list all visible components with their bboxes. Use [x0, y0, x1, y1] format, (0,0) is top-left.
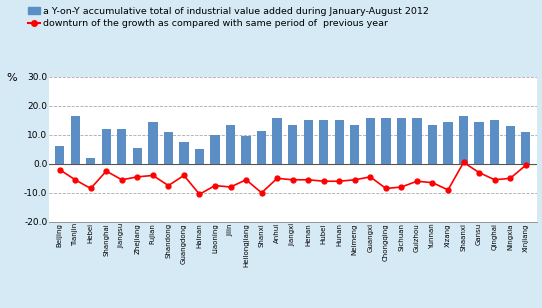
Bar [179, 142, 189, 164]
Bar [490, 120, 499, 164]
Bar [381, 118, 391, 164]
Bar [366, 118, 375, 164]
Bar [55, 147, 64, 164]
Text: %: % [7, 73, 17, 83]
Bar [443, 122, 453, 164]
Bar [164, 132, 173, 164]
Bar [459, 116, 468, 164]
Bar [195, 149, 204, 164]
Bar [133, 148, 142, 164]
Bar [428, 125, 437, 164]
Bar [273, 118, 282, 164]
Bar [241, 136, 251, 164]
Bar [70, 116, 80, 164]
Bar [148, 122, 158, 164]
Bar [521, 132, 531, 164]
Bar [506, 126, 515, 164]
Bar [210, 135, 220, 164]
Bar [117, 129, 126, 164]
Bar [86, 158, 95, 164]
Bar [412, 118, 422, 164]
Bar [350, 125, 359, 164]
Bar [304, 120, 313, 164]
Bar [334, 120, 344, 164]
Bar [474, 122, 484, 164]
Bar [288, 125, 298, 164]
Legend: a Y-on-Y accumulative total of industrial value added during January-August 2012: a Y-on-Y accumulative total of industria… [27, 5, 431, 30]
Bar [319, 120, 328, 164]
Bar [101, 129, 111, 164]
Bar [397, 118, 406, 164]
Bar [257, 131, 266, 164]
Bar [226, 125, 235, 164]
